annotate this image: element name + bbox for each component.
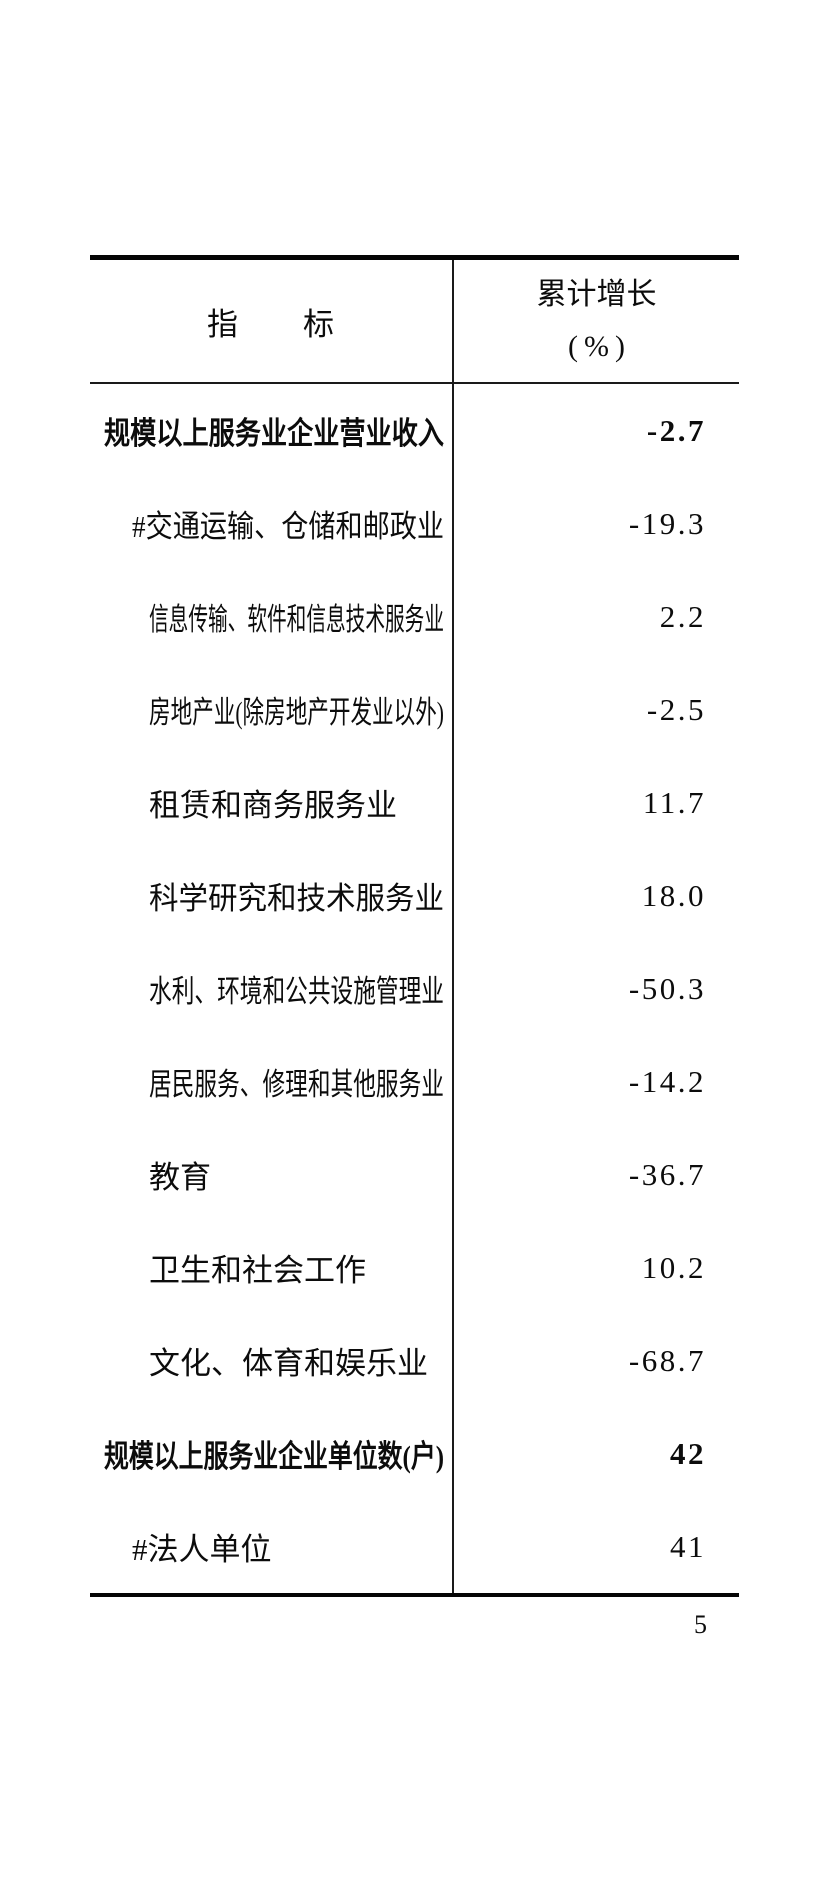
table-row: 文化、体育和娱乐业 -68.7 xyxy=(90,1314,739,1407)
row-label: 科学研究和技术服务业 xyxy=(149,881,444,916)
row-label: 规模以上服务业企业单位数(户) xyxy=(104,1439,444,1474)
table-row: 租赁和商务服务业 11.7 xyxy=(90,756,739,849)
row-label: 文化、体育和娱乐业 xyxy=(149,1346,428,1381)
table-row: 规模以上服务业企业单位数(户) 42 xyxy=(90,1407,739,1500)
row-value: -19.3 xyxy=(452,477,739,570)
table-header-row: 指 标 累计增长 (%) xyxy=(90,260,739,384)
table-row: 教育 -36.7 xyxy=(90,1128,739,1221)
row-value: 11.7 xyxy=(452,756,739,849)
row-label: #交通运输、仓储和邮政业 xyxy=(132,509,444,544)
row-label: 租赁和商务服务业 xyxy=(149,788,397,823)
table-row: 卫生和社会工作 10.2 xyxy=(90,1221,739,1314)
indicators-table: 指 标 累计增长 (%) 规模以上服务业企业营业收入 -2.7 #交通运输、仓储… xyxy=(90,255,739,1597)
row-value: 10.2 xyxy=(452,1221,739,1314)
row-label: #法人单位 xyxy=(132,1532,272,1567)
table-row: 水利、环境和公共设施管理业 -50.3 xyxy=(90,942,739,1035)
row-value: 18.0 xyxy=(452,849,739,942)
row-label: 信息传输、软件和信息技术服务业 xyxy=(149,602,444,637)
header-growth-line1: 累计增长 xyxy=(536,278,657,312)
header-growth: 累计增长 (%) xyxy=(452,260,739,382)
row-label: 水利、环境和公共设施管理业 xyxy=(149,974,444,1009)
table-row: #交通运输、仓储和邮政业 -19.3 xyxy=(90,477,739,570)
row-value: -50.3 xyxy=(452,942,739,1035)
row-value: -36.7 xyxy=(452,1128,739,1221)
page-number: 5 xyxy=(694,1610,707,1639)
row-value: -2.7 xyxy=(452,384,739,477)
header-growth-unit: (%) xyxy=(568,330,631,363)
table-row: 居民服务、修理和其他服务业 -14.2 xyxy=(90,1035,739,1128)
row-value: 2.2 xyxy=(452,570,739,663)
table-row: 规模以上服务业企业营业收入 -2.7 xyxy=(90,384,739,477)
table-row: 科学研究和技术服务业 18.0 xyxy=(90,849,739,942)
table-row: #法人单位 41 xyxy=(90,1500,739,1593)
header-indicator: 指 标 xyxy=(207,306,335,342)
row-label: 居民服务、修理和其他服务业 xyxy=(149,1067,444,1102)
row-label: 教育 xyxy=(149,1160,211,1195)
row-label: 卫生和社会工作 xyxy=(149,1253,366,1288)
table-body: 规模以上服务业企业营业收入 -2.7 #交通运输、仓储和邮政业 -19.3 信息… xyxy=(90,384,739,1593)
row-value: -68.7 xyxy=(452,1314,739,1407)
row-value: 42 xyxy=(452,1407,739,1500)
table-row: 房地产业(除房地产开发业以外) -2.5 xyxy=(90,663,739,756)
row-label: 规模以上服务业企业营业收入 xyxy=(104,416,444,451)
row-value: -14.2 xyxy=(452,1035,739,1128)
row-label: 房地产业(除房地产开发业以外) xyxy=(149,695,444,730)
table-row: 信息传输、软件和信息技术服务业 2.2 xyxy=(90,570,739,663)
row-value: -2.5 xyxy=(452,663,739,756)
row-value: 41 xyxy=(452,1500,739,1593)
